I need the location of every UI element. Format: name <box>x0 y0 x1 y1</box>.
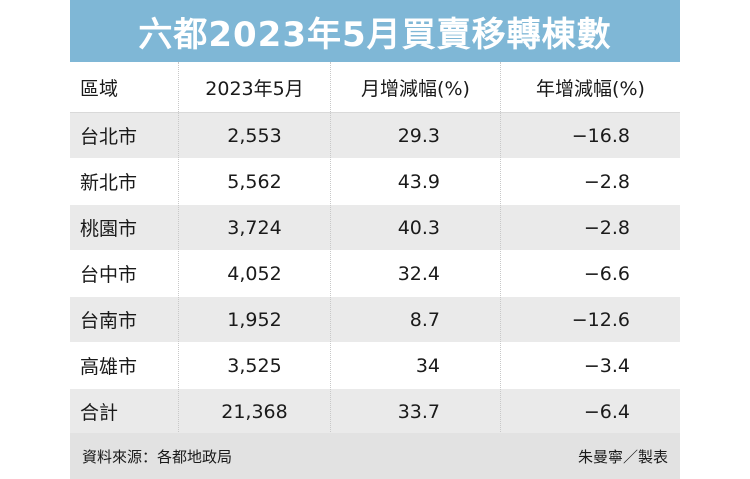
cell-mom: 32.4 <box>330 251 500 296</box>
cell-area: 新北市 <box>80 172 138 194</box>
cell-yoy: −6.6 <box>500 251 680 296</box>
cell-mom: 43.9 <box>330 159 500 204</box>
cell-yoy: −12.6 <box>500 297 680 342</box>
header-mom-change: 月增減幅(%) <box>330 62 500 112</box>
cell-yoy: −6.4 <box>500 389 680 434</box>
cell-area: 台南市 <box>80 310 138 332</box>
cell-mom: 33.7 <box>330 389 500 434</box>
cell-may-2023: 3,724 <box>178 205 330 250</box>
table-header: 區域 2023年5月 月增減幅(%) 年增減幅(%) <box>70 62 680 113</box>
cell-mom: 40.3 <box>330 205 500 250</box>
cell-yoy: −2.8 <box>500 159 680 204</box>
cell-mom: 29.3 <box>330 113 500 158</box>
cell-may-2023: 4,052 <box>178 251 330 296</box>
header-may-2023: 2023年5月 <box>178 62 330 112</box>
cell-area: 桃園市 <box>80 218 138 240</box>
table-row: 新北市 5,562 43.9 −2.8 <box>70 159 680 205</box>
table-row-total: 合計 21,368 33.7 −6.4 <box>70 389 680 435</box>
cell-mom: 8.7 <box>330 297 500 342</box>
table-footer: 資料來源：各都地政局 朱曼寧／製表 <box>70 433 680 479</box>
table-body: 台北市 2,553 29.3 −16.8 新北市 5,562 43.9 −2.8… <box>70 113 680 435</box>
table-title: 六都2023年5月買賣移轉棟數 <box>70 0 680 62</box>
table-row: 高雄市 3,525 34 −3.4 <box>70 343 680 389</box>
cell-area: 台北市 <box>80 126 138 148</box>
cell-area: 高雄市 <box>80 356 138 378</box>
cell-may-2023: 3,525 <box>178 343 330 388</box>
header-area: 區域 <box>80 77 119 100</box>
cell-may-2023: 2,553 <box>178 113 330 158</box>
table-graphic: 六都2023年5月買賣移轉棟數 區域 2023年5月 月增減幅(%) 年增減幅(… <box>70 0 680 479</box>
source-note: 資料來源：各都地政局 <box>82 447 233 466</box>
cell-may-2023: 1,952 <box>178 297 330 342</box>
header-yoy-change: 年增減幅(%) <box>500 62 680 112</box>
table-row: 台北市 2,553 29.3 −16.8 <box>70 113 680 159</box>
cell-yoy: −2.8 <box>500 205 680 250</box>
credit-note: 朱曼寧／製表 <box>577 447 668 466</box>
table-row: 台中市 4,052 32.4 −6.6 <box>70 251 680 297</box>
cell-yoy: −16.8 <box>500 113 680 158</box>
table-row: 桃園市 3,724 40.3 −2.8 <box>70 205 680 251</box>
cell-yoy: −3.4 <box>500 343 680 388</box>
cell-area: 合計 <box>80 402 119 424</box>
cell-may-2023: 21,368 <box>178 389 330 434</box>
cell-may-2023: 5,562 <box>178 159 330 204</box>
cell-area: 台中市 <box>80 264 138 286</box>
table-row: 台南市 1,952 8.7 −12.6 <box>70 297 680 343</box>
cell-mom: 34 <box>330 343 500 388</box>
